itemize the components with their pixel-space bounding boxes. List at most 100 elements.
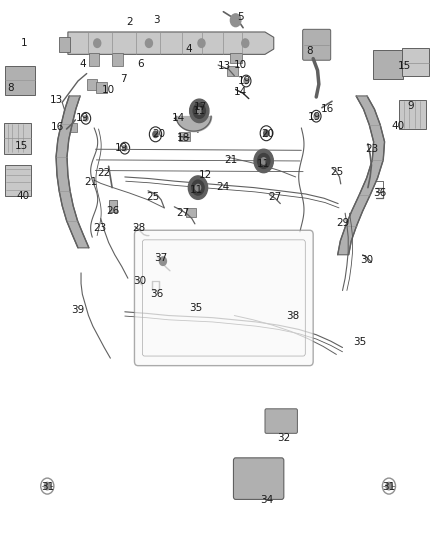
Circle shape — [242, 39, 249, 47]
FancyBboxPatch shape — [5, 165, 31, 196]
Text: 19: 19 — [76, 114, 89, 123]
Text: 35: 35 — [353, 337, 367, 347]
Text: 23: 23 — [93, 223, 106, 233]
Text: 23: 23 — [365, 144, 378, 154]
Text: 6: 6 — [137, 59, 144, 69]
Text: 37: 37 — [155, 253, 168, 263]
FancyBboxPatch shape — [265, 409, 297, 433]
Circle shape — [230, 14, 241, 27]
Text: 22: 22 — [98, 168, 111, 177]
Text: 28: 28 — [133, 223, 146, 233]
Text: 30: 30 — [133, 277, 146, 286]
Circle shape — [195, 184, 201, 191]
Text: 10: 10 — [233, 60, 247, 70]
FancyBboxPatch shape — [5, 66, 35, 95]
Text: 13: 13 — [218, 61, 231, 71]
Circle shape — [261, 158, 266, 164]
Bar — [65, 123, 77, 132]
Text: 4: 4 — [80, 59, 87, 69]
Text: 12: 12 — [198, 170, 212, 180]
Text: 36: 36 — [150, 289, 163, 299]
Text: 8: 8 — [306, 46, 313, 56]
Circle shape — [145, 39, 152, 47]
Bar — [109, 200, 117, 212]
Text: 14: 14 — [233, 87, 247, 96]
Circle shape — [84, 116, 88, 121]
Text: 31: 31 — [382, 482, 396, 492]
Text: 9: 9 — [407, 101, 414, 110]
Bar — [87, 79, 97, 90]
Text: 39: 39 — [71, 305, 85, 315]
Circle shape — [123, 146, 127, 151]
Circle shape — [386, 482, 392, 490]
Text: 36: 36 — [374, 188, 387, 198]
Circle shape — [254, 149, 273, 173]
Text: 21: 21 — [85, 177, 98, 187]
Circle shape — [258, 154, 270, 168]
FancyBboxPatch shape — [303, 29, 331, 60]
Polygon shape — [338, 96, 385, 255]
Text: 25: 25 — [146, 192, 159, 202]
Text: 25: 25 — [330, 167, 343, 176]
Text: 40: 40 — [16, 191, 29, 201]
FancyBboxPatch shape — [402, 48, 429, 76]
Circle shape — [44, 482, 50, 490]
FancyBboxPatch shape — [233, 458, 284, 499]
Text: 30: 30 — [360, 255, 374, 265]
Text: 5: 5 — [237, 12, 244, 22]
Text: 16: 16 — [51, 122, 64, 132]
Text: 40: 40 — [391, 121, 404, 131]
FancyBboxPatch shape — [4, 123, 31, 154]
Bar — [186, 208, 196, 217]
Text: 20: 20 — [261, 130, 275, 139]
Text: 8: 8 — [7, 84, 14, 93]
Circle shape — [190, 99, 209, 123]
Text: 11: 11 — [257, 159, 270, 169]
Text: 1: 1 — [21, 38, 28, 47]
Text: 27: 27 — [268, 192, 282, 202]
Text: 17: 17 — [194, 102, 207, 111]
FancyBboxPatch shape — [59, 37, 70, 52]
Text: 10: 10 — [102, 85, 115, 94]
Bar — [227, 66, 238, 76]
Bar — [89, 53, 99, 66]
FancyBboxPatch shape — [373, 50, 403, 79]
Bar — [96, 82, 107, 93]
Text: 27: 27 — [177, 208, 190, 218]
Text: 34: 34 — [260, 495, 273, 505]
Text: 38: 38 — [286, 311, 299, 320]
FancyBboxPatch shape — [134, 230, 313, 366]
FancyBboxPatch shape — [399, 100, 426, 129]
Text: 14: 14 — [172, 114, 185, 123]
Circle shape — [244, 78, 248, 84]
Text: 35: 35 — [190, 303, 203, 313]
Circle shape — [198, 39, 205, 47]
Text: 11: 11 — [190, 185, 203, 195]
Circle shape — [314, 114, 318, 119]
Text: 26: 26 — [106, 206, 120, 216]
Text: 19: 19 — [238, 76, 251, 86]
Text: 16: 16 — [321, 104, 334, 114]
Polygon shape — [56, 96, 89, 248]
Text: 13: 13 — [49, 95, 63, 105]
Text: 29: 29 — [336, 218, 349, 228]
Text: 32: 32 — [277, 433, 290, 443]
Circle shape — [159, 257, 166, 265]
Text: 24: 24 — [216, 182, 229, 191]
Circle shape — [153, 131, 158, 138]
Circle shape — [197, 108, 202, 114]
Bar — [112, 53, 123, 66]
Polygon shape — [68, 32, 274, 54]
Text: 20: 20 — [152, 130, 165, 139]
Text: 7: 7 — [120, 74, 127, 84]
Circle shape — [192, 180, 204, 195]
Bar — [230, 53, 242, 63]
Circle shape — [193, 103, 205, 118]
Text: 19: 19 — [308, 112, 321, 122]
Circle shape — [188, 176, 208, 199]
Text: 2: 2 — [126, 18, 133, 27]
Text: 15: 15 — [14, 141, 28, 151]
Text: 3: 3 — [153, 15, 160, 25]
Text: 15: 15 — [398, 61, 411, 71]
Bar — [179, 132, 190, 141]
